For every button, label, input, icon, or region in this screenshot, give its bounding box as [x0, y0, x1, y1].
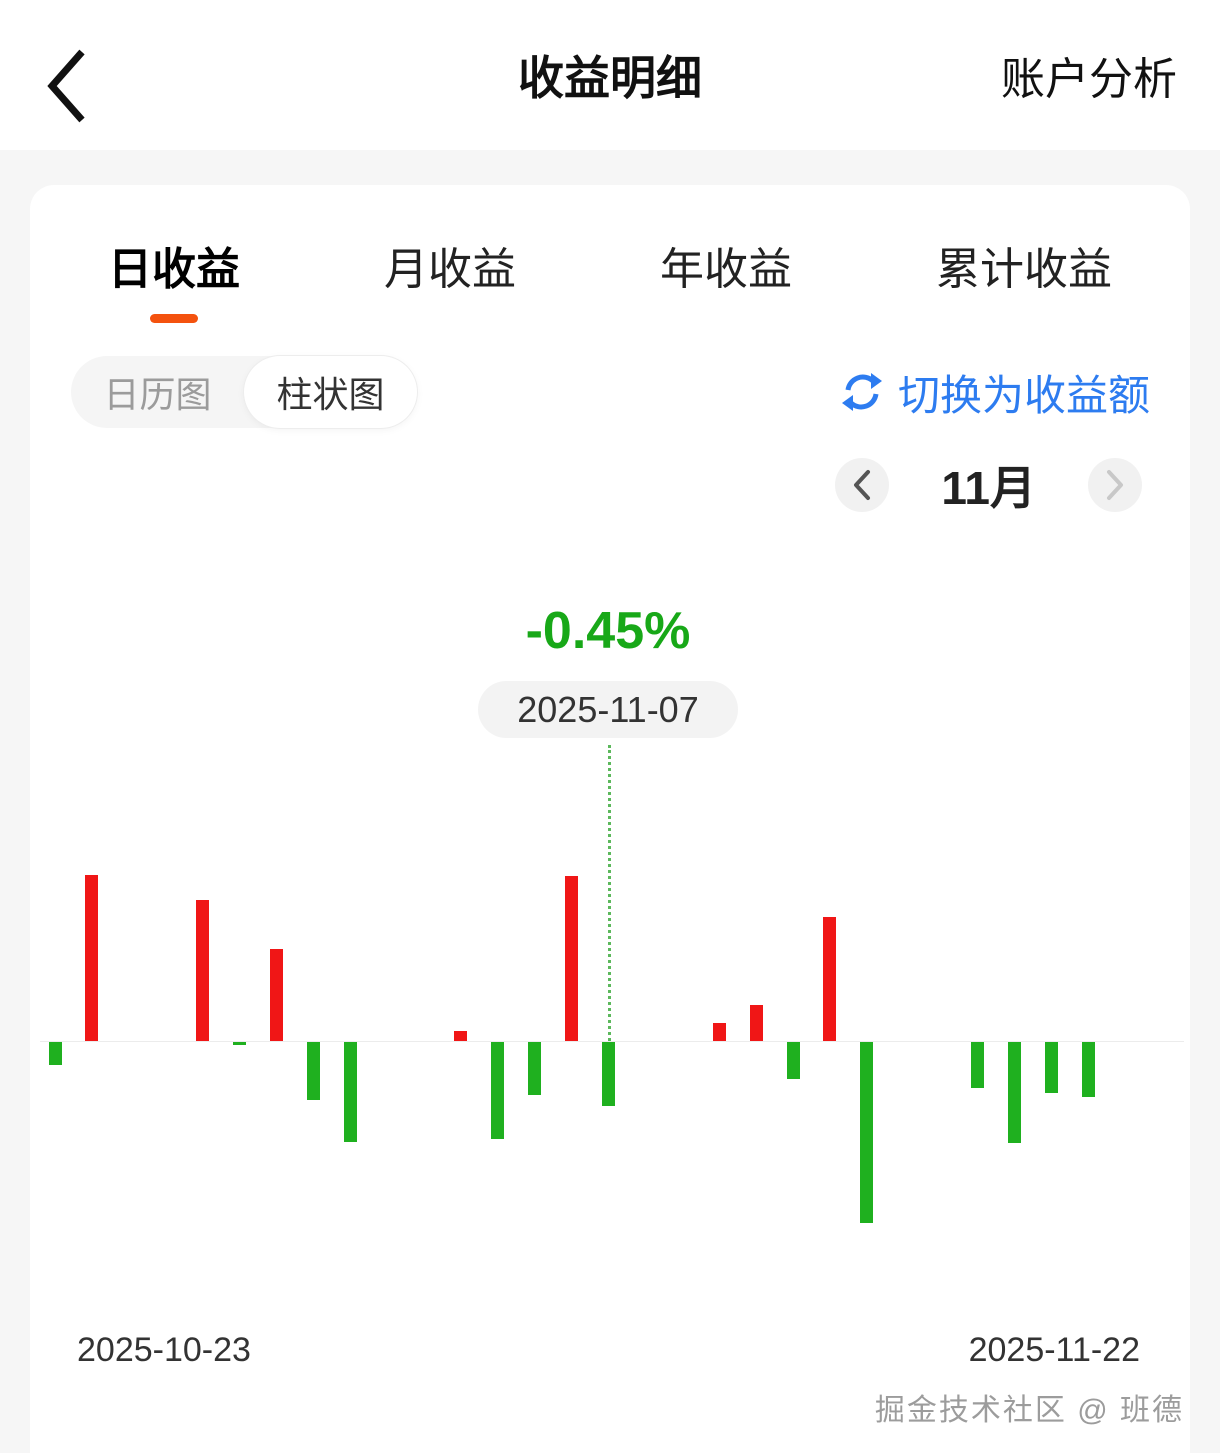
month-navigation: 11月: [835, 457, 1142, 514]
period-tabs: 日收益 月收益 年收益 累计收益: [30, 233, 1190, 323]
bar-2025-11-06[interactable]: [565, 876, 578, 1041]
zero-baseline: [40, 1041, 1184, 1042]
income-detail-card: 日收益 月收益 年收益 累计收益 日历图 柱状图 切换为收益额: [30, 185, 1190, 1453]
bar-2025-11-19[interactable]: [1045, 1042, 1058, 1093]
bar-2025-11-11[interactable]: [750, 1005, 763, 1041]
toggle-bar-view[interactable]: 柱状图: [244, 356, 417, 428]
selected-date-pill: 2025-11-07: [478, 681, 738, 738]
bar-2025-11-20[interactable]: [1082, 1042, 1095, 1097]
axis-end-date: 2025-11-22: [968, 1331, 1140, 1369]
bar-2025-11-04[interactable]: [491, 1042, 504, 1139]
chevron-right-icon: [1107, 470, 1123, 500]
page-title: 收益明细: [518, 52, 702, 104]
bar-2025-10-27[interactable]: [196, 900, 209, 1041]
bar-2025-10-28[interactable]: [233, 1042, 246, 1045]
highlight-dashed-line: [607, 745, 611, 1041]
month-label: 11月: [941, 462, 1036, 514]
bar-2025-11-07[interactable]: [602, 1042, 615, 1106]
chevron-left-icon: [854, 470, 871, 500]
daily-return-bar-chart: [30, 185, 1190, 1453]
bar-2025-11-10[interactable]: [713, 1023, 726, 1041]
bar-2025-10-29[interactable]: [270, 949, 283, 1041]
header: 收益明细 账户分析: [0, 0, 1220, 150]
watermark: 掘金技术社区 @ 班德: [874, 1394, 1184, 1427]
bar-2025-11-05[interactable]: [528, 1042, 541, 1095]
tab-daily-income[interactable]: 日收益: [108, 233, 240, 323]
account-analysis-link[interactable]: 账户分析: [1001, 55, 1177, 104]
bar-2025-11-17[interactable]: [971, 1042, 984, 1088]
swap-icon: [841, 373, 882, 411]
bar-2025-11-12[interactable]: [787, 1042, 800, 1079]
bar-2025-10-24[interactable]: [85, 875, 98, 1041]
switch-link-label: 切换为收益额: [897, 371, 1150, 419]
next-month-button[interactable]: [1088, 458, 1142, 512]
tab-monthly-income[interactable]: 月收益: [384, 245, 516, 294]
axis-start-date: 2025-10-23: [77, 1331, 251, 1369]
bar-2025-11-18[interactable]: [1008, 1042, 1021, 1143]
bar-2025-10-30[interactable]: [307, 1042, 320, 1100]
chart-type-toggle: 日历图 柱状图: [71, 356, 417, 428]
bar-2025-10-31[interactable]: [344, 1042, 357, 1142]
chevron-left-icon: [47, 49, 85, 123]
selected-day-return: -0.45%: [525, 602, 691, 660]
tab-cumulative-income[interactable]: 累计收益: [936, 245, 1112, 294]
bar-2025-10-23[interactable]: [49, 1042, 62, 1065]
switch-to-amount-link[interactable]: 切换为收益额: [840, 356, 1150, 428]
prev-month-button[interactable]: [835, 458, 890, 512]
active-tab-underline: [150, 314, 198, 323]
toggle-calendar-view[interactable]: 日历图: [103, 374, 212, 415]
bar-2025-11-03[interactable]: [454, 1031, 467, 1041]
tab-yearly-income[interactable]: 年收益: [660, 245, 792, 294]
back-button[interactable]: [42, 40, 106, 132]
bar-2025-11-13[interactable]: [823, 917, 836, 1041]
bar-2025-11-14[interactable]: [860, 1042, 873, 1223]
